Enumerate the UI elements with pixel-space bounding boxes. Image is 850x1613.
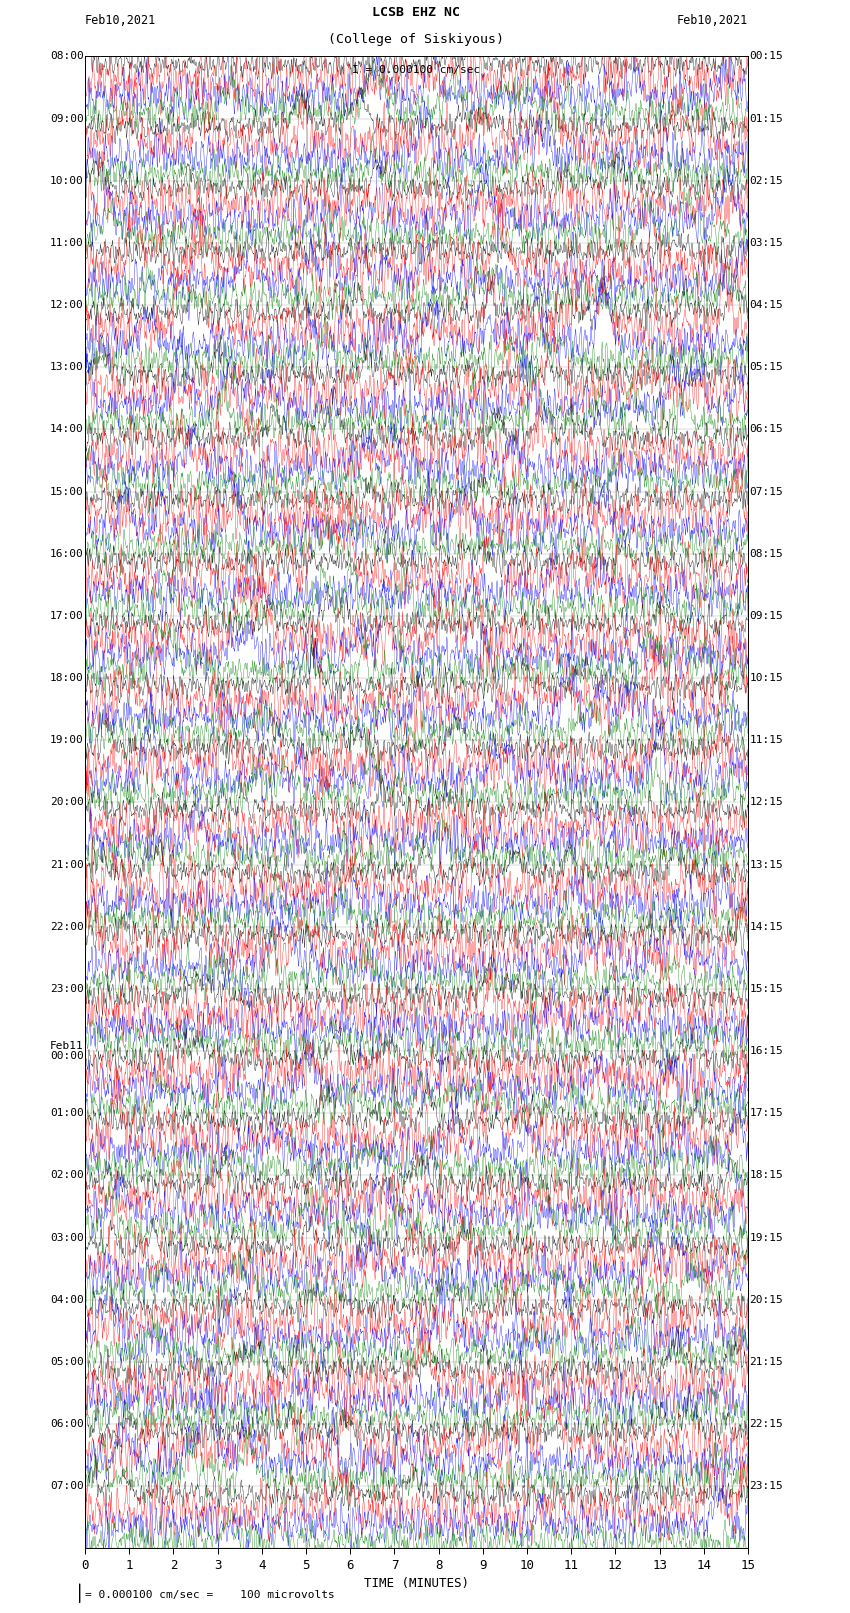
Text: 08:15: 08:15	[750, 548, 783, 558]
Text: (College of Siskiyous): (College of Siskiyous)	[328, 32, 505, 47]
Text: 13:00: 13:00	[50, 363, 83, 373]
Text: 15:00: 15:00	[50, 487, 83, 497]
Text: 04:00: 04:00	[50, 1295, 83, 1305]
Text: Feb10,2021: Feb10,2021	[85, 13, 156, 27]
Text: 20:15: 20:15	[750, 1295, 783, 1305]
Text: 10:15: 10:15	[750, 673, 783, 684]
Text: 14:00: 14:00	[50, 424, 83, 434]
Text: 17:00: 17:00	[50, 611, 83, 621]
Text: 07:15: 07:15	[750, 487, 783, 497]
Text: 14:15: 14:15	[750, 921, 783, 932]
Text: 22:15: 22:15	[750, 1419, 783, 1429]
Text: 00:15: 00:15	[750, 52, 783, 61]
Text: 16:00: 16:00	[50, 548, 83, 558]
Text: 02:15: 02:15	[750, 176, 783, 185]
Text: 10:00: 10:00	[50, 176, 83, 185]
Text: 02:00: 02:00	[50, 1171, 83, 1181]
Text: 11:15: 11:15	[750, 736, 783, 745]
Text: 21:15: 21:15	[750, 1357, 783, 1366]
Text: 09:00: 09:00	[50, 113, 83, 124]
Text: 12:15: 12:15	[750, 797, 783, 808]
Text: 18:15: 18:15	[750, 1171, 783, 1181]
Text: 20:00: 20:00	[50, 797, 83, 808]
Text: 21:00: 21:00	[50, 860, 83, 869]
Text: 13:15: 13:15	[750, 860, 783, 869]
Text: 08:00: 08:00	[50, 52, 83, 61]
Text: 03:15: 03:15	[750, 239, 783, 248]
Text: Feb10,2021: Feb10,2021	[677, 13, 748, 27]
Text: 17:15: 17:15	[750, 1108, 783, 1118]
Text: 23:00: 23:00	[50, 984, 83, 994]
Text: 15:15: 15:15	[750, 984, 783, 994]
Text: 05:00: 05:00	[50, 1357, 83, 1366]
Text: 09:15: 09:15	[750, 611, 783, 621]
Text: 19:00: 19:00	[50, 736, 83, 745]
Text: LCSB EHZ NC: LCSB EHZ NC	[372, 6, 461, 19]
Text: Feb11: Feb11	[50, 1040, 83, 1052]
Text: 00:00: 00:00	[50, 1052, 83, 1061]
Text: 22:00: 22:00	[50, 921, 83, 932]
Text: 04:15: 04:15	[750, 300, 783, 310]
Text: 05:15: 05:15	[750, 363, 783, 373]
X-axis label: TIME (MINUTES): TIME (MINUTES)	[364, 1578, 469, 1590]
Text: 06:15: 06:15	[750, 424, 783, 434]
Text: 16:15: 16:15	[750, 1047, 783, 1057]
Text: I = 0.000100 cm/sec: I = 0.000100 cm/sec	[353, 66, 480, 76]
Text: 12:00: 12:00	[50, 300, 83, 310]
Text: 23:15: 23:15	[750, 1481, 783, 1492]
Text: 06:00: 06:00	[50, 1419, 83, 1429]
Text: 11:00: 11:00	[50, 239, 83, 248]
Text: 07:00: 07:00	[50, 1481, 83, 1492]
Text: 01:00: 01:00	[50, 1108, 83, 1118]
Text: 03:00: 03:00	[50, 1232, 83, 1242]
Text: 18:00: 18:00	[50, 673, 83, 684]
Text: 19:15: 19:15	[750, 1232, 783, 1242]
Text: = 0.000100 cm/sec =    100 microvolts: = 0.000100 cm/sec = 100 microvolts	[85, 1590, 335, 1600]
Text: 01:15: 01:15	[750, 113, 783, 124]
